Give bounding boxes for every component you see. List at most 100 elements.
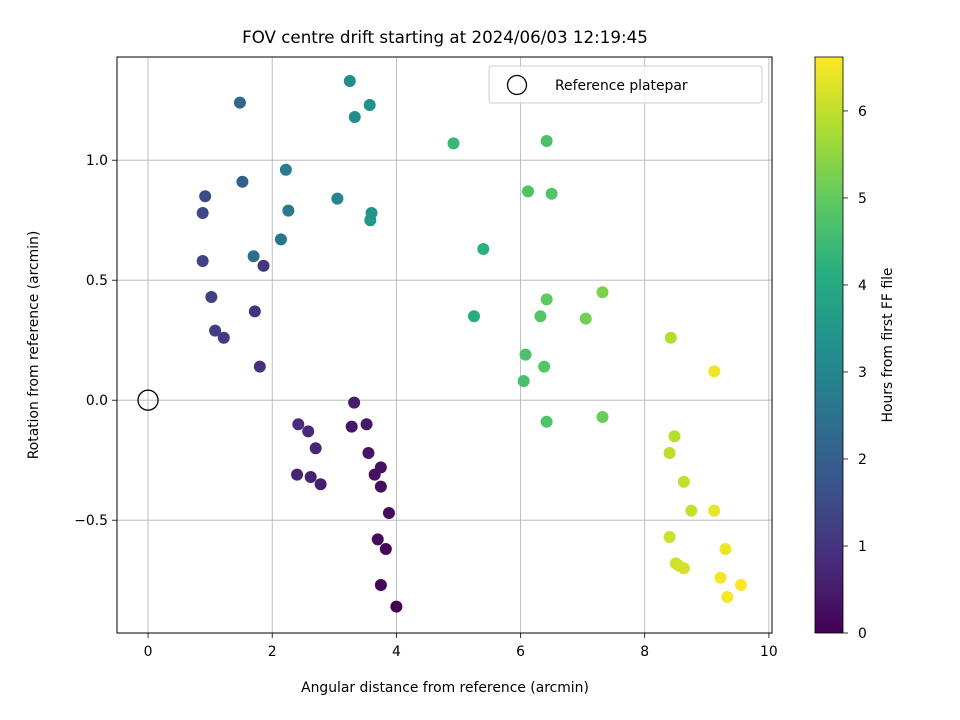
data-point — [274, 233, 287, 246]
data-point — [579, 312, 592, 325]
data-point — [708, 365, 721, 378]
data-point — [374, 579, 387, 591]
colorbar-tick-label: 0 — [858, 626, 867, 642]
data-point — [517, 375, 530, 387]
data-point — [545, 187, 558, 200]
data-point — [538, 360, 551, 373]
data-point — [304, 471, 317, 483]
data-point — [199, 190, 212, 203]
colorbar-tick-label: 4 — [858, 278, 867, 294]
x-tick-label: 10 — [760, 644, 778, 660]
data-point — [209, 324, 222, 337]
data-point — [534, 310, 547, 323]
data-point — [734, 579, 747, 591]
x-axis-label: Angular distance from reference (arcmin) — [301, 680, 589, 696]
data-point — [309, 442, 322, 455]
colorbar-tick-label: 1 — [858, 539, 867, 555]
y-tick-label: 1.0 — [86, 153, 108, 169]
data-point — [236, 175, 249, 188]
legend-label: Reference platepar — [555, 78, 688, 94]
data-point — [596, 411, 609, 423]
x-tick-label: 6 — [516, 644, 525, 660]
x-tick-label: 0 — [144, 644, 153, 660]
data-point — [447, 137, 460, 150]
data-point — [708, 504, 721, 517]
data-point — [196, 207, 209, 219]
data-point — [522, 185, 535, 198]
data-point — [314, 478, 327, 491]
data-point — [477, 243, 490, 255]
data-point — [540, 415, 553, 428]
data-point — [371, 533, 384, 546]
data-point — [364, 214, 377, 227]
data-point — [663, 447, 676, 459]
colorbar-tick-label: 6 — [858, 104, 867, 120]
data-point — [379, 543, 392, 555]
data-point — [302, 425, 315, 438]
colorbar-tick-label: 3 — [858, 365, 867, 381]
data-point — [663, 531, 676, 543]
data-point — [721, 591, 734, 603]
colorbar-tick-label: 5 — [858, 191, 867, 207]
data-point — [217, 331, 230, 344]
data-point — [205, 291, 218, 303]
data-point — [382, 507, 395, 519]
data-point — [196, 255, 209, 267]
grid-lines — [117, 57, 772, 633]
data-point — [343, 75, 356, 87]
data-point — [253, 360, 266, 373]
y-tick-label: 0.0 — [86, 393, 108, 409]
colorbar — [814, 56, 844, 634]
colorbar-tick-label: 2 — [858, 452, 867, 468]
x-tick-label: 4 — [392, 644, 401, 660]
legend-marker — [506, 74, 528, 96]
data-point — [714, 571, 727, 584]
data-point — [719, 543, 732, 555]
data-point — [467, 310, 480, 323]
data-point — [248, 305, 261, 318]
y-axis-ticks: −0.5 0.0 0.5 1.0 — [74, 153, 117, 529]
colorbar-ticks: 0 1 2 3 4 5 6 — [843, 104, 867, 642]
data-point — [685, 504, 698, 517]
data-point — [331, 192, 344, 205]
data-point — [363, 99, 376, 111]
data-point — [279, 163, 292, 176]
data-point — [257, 259, 270, 272]
data-point — [362, 447, 375, 459]
y-axis-label: Rotation from reference (arcmin) — [26, 231, 42, 460]
data-point — [345, 420, 358, 433]
x-tick-label: 8 — [640, 644, 649, 660]
data-point — [374, 480, 387, 493]
y-tick-label: 0.5 — [86, 273, 108, 289]
legend: Reference platepar — [488, 65, 763, 104]
data-point — [677, 562, 690, 575]
data-point — [282, 204, 295, 217]
chart-title: FOV centre drift starting at 2024/06/03 … — [242, 27, 648, 47]
plot-frame — [116, 56, 773, 634]
data-point — [292, 418, 305, 431]
x-tick-label: 2 — [268, 644, 277, 660]
data-point — [348, 396, 361, 409]
data-point — [664, 331, 677, 344]
legend-box — [488, 65, 763, 104]
data-point — [668, 430, 681, 443]
colorbar-label: Hours from first FF file — [880, 268, 896, 423]
data-point — [596, 286, 609, 299]
data-points — [196, 75, 747, 613]
data-point — [540, 293, 553, 306]
data-point — [540, 135, 553, 147]
data-point — [360, 418, 373, 431]
data-point — [247, 250, 260, 263]
data-point — [677, 475, 690, 488]
data-point — [519, 348, 532, 361]
y-tick-label: −0.5 — [74, 513, 108, 529]
data-point — [390, 600, 403, 613]
data-point — [233, 96, 246, 109]
x-axis-ticks: 0 2 4 6 8 10 — [144, 633, 778, 660]
data-point — [291, 468, 304, 481]
reference-point — [137, 389, 159, 411]
data-point — [348, 111, 361, 123]
data-point — [374, 461, 387, 474]
reference-marker — [137, 389, 159, 411]
